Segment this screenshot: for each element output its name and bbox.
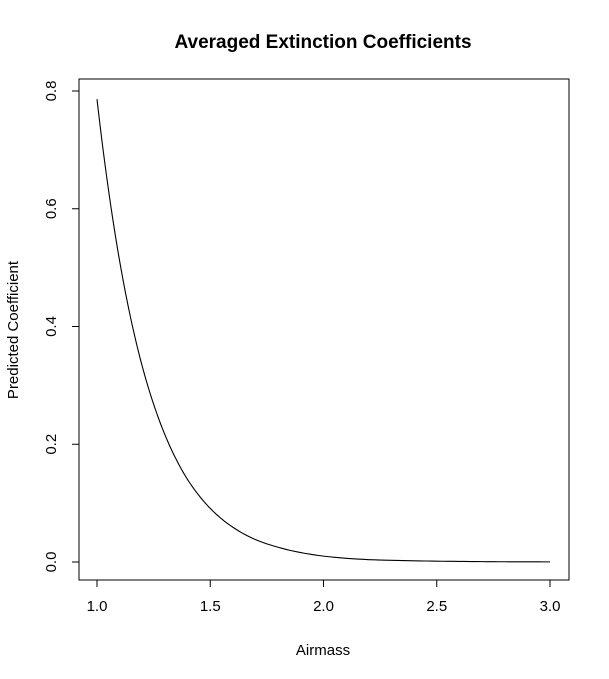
x-axis: 1.0 1.5 2.0 2.5 3.0 [87, 579, 561, 615]
y-axis: 0.0 0.2 0.4 0.6 0.8 [43, 81, 80, 573]
y-tick-label: 0.8 [43, 81, 60, 102]
plot-frame [78, 78, 570, 581]
y-axis-label: Predicted Coefficient [5, 260, 22, 399]
x-tick-label: 1.0 [87, 598, 108, 615]
y-tick-label: 0.2 [43, 434, 60, 455]
y-tick-label: 0.0 [43, 552, 60, 573]
y-tick-label: 0.6 [43, 198, 60, 219]
x-tick-label: 3.0 [540, 598, 561, 615]
series-line [96, 99, 551, 563]
x-tick-label: 1.5 [200, 598, 221, 615]
x-tick-label: 2.5 [426, 598, 447, 615]
chart-title: Averaged Extinction Coefficients [174, 32, 471, 53]
x-tick-label: 2.0 [313, 598, 334, 615]
y-tick-label: 0.4 [43, 316, 60, 337]
x-axis-label: Airmass [296, 642, 350, 659]
